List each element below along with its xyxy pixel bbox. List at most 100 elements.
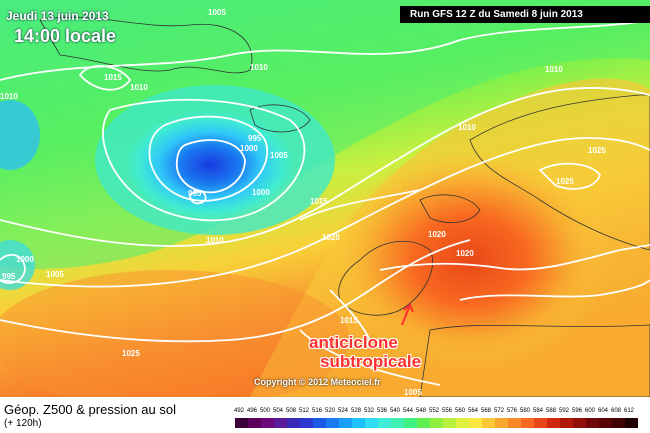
isobar-label: 1010 [250, 63, 268, 72]
scale-tick-label: 544 [402, 408, 414, 414]
isobar-label: 995 [2, 272, 16, 281]
isobar-label: 995 [188, 189, 202, 198]
scale-swatch [404, 418, 417, 428]
scale-swatch [625, 418, 638, 428]
scale-tick-label: 496 [246, 408, 258, 414]
scale-swatch [495, 418, 508, 428]
isobar-label: 1015 [104, 73, 122, 82]
scale-swatch [287, 418, 300, 428]
scale-tick-label: 552 [428, 408, 440, 414]
isobars [0, 19, 650, 386]
scale-tick-label: 612 [623, 408, 635, 414]
atlantic-warm-band [0, 270, 350, 397]
isobar-label: 1025 [122, 349, 140, 358]
scale-swatch [560, 418, 573, 428]
scale-tick-label: 580 [519, 408, 531, 414]
valid-time: 14:00 locale [14, 26, 117, 46]
southwest-low [0, 240, 35, 290]
scale-swatch [261, 418, 274, 428]
scale-swatch [456, 418, 469, 428]
isobar-label: 1025 [588, 146, 606, 155]
isobar-label: 1000 [240, 144, 258, 153]
scale-tick-label: 576 [506, 408, 518, 414]
scale-swatch [573, 418, 586, 428]
isobar-label: 1015 [340, 316, 358, 325]
product-title: Géop. Z500 & pression au sol [4, 402, 176, 417]
scale-tick-label: 608 [610, 408, 622, 414]
isobar-label: 1015 [310, 197, 328, 206]
scale-swatch [482, 418, 495, 428]
subtropical-high-core [330, 150, 610, 370]
scale-swatch [300, 418, 313, 428]
scale-swatch [352, 418, 365, 428]
scale-swatch [469, 418, 482, 428]
scale-swatch [586, 418, 599, 428]
scale-swatch [365, 418, 378, 428]
scale-swatch [508, 418, 521, 428]
isobar-label: 1010 [130, 83, 148, 92]
isobar-label: 1005 [270, 151, 288, 160]
isobar-label: 1010 [206, 236, 224, 245]
west-low [0, 100, 40, 170]
scale-tick-label: 560 [454, 408, 466, 414]
scale-tick-label: 536 [376, 408, 388, 414]
scale-tick-label: 512 [298, 408, 310, 414]
scale-swatch [612, 418, 625, 428]
scale-tick-label: 528 [350, 408, 362, 414]
scale-tick-label: 588 [545, 408, 557, 414]
copyright: Copyright © 2012 Meteociel.fr [254, 377, 381, 387]
scale-tick-label: 516 [311, 408, 323, 414]
scale-swatch [534, 418, 547, 428]
scale-tick-label: 564 [467, 408, 479, 414]
scale-tick-label: 572 [493, 408, 505, 414]
annotation-line-2: subtropicale [320, 352, 422, 371]
isobar-label: 1005 [46, 270, 64, 279]
scale-swatch [417, 418, 430, 428]
icelandic-low-core [125, 110, 295, 220]
scale-swatch [521, 418, 534, 428]
run-info: Run GFS 12 Z du Samedi 8 juin 2013 [410, 9, 583, 20]
isobar-label: 1010 [458, 123, 476, 132]
arrow-icon [401, 303, 414, 326]
scale-tick-label: 500 [259, 408, 271, 414]
scale-swatch [326, 418, 339, 428]
scale-swatch [248, 418, 261, 428]
isobar-label: 1005 [404, 388, 422, 397]
annotation-line-1: anticiclone [309, 333, 398, 352]
isobar-label: 1020 [456, 249, 474, 258]
scale-tick-label: 540 [389, 408, 401, 414]
scale-tick-label: 568 [480, 408, 492, 414]
isobar-label: 1020 [428, 230, 446, 239]
scale-swatch [339, 418, 352, 428]
scale-swatch [313, 418, 326, 428]
scale-tick-label: 584 [532, 408, 544, 414]
scale-tick-label: 492 [233, 408, 245, 414]
isobar-label: 1025 [556, 177, 574, 186]
color-scale [235, 418, 638, 428]
forecast-hour: (+ 120h) [4, 418, 42, 429]
scale-tick-label: 508 [285, 408, 297, 414]
isobar-label: 1000 [252, 188, 270, 197]
map-canvas: 1005 1015 1010 1010 1010 1010 995 1000 1… [0, 0, 650, 397]
isobar-label: 995 [248, 134, 262, 143]
scale-tick-label: 592 [558, 408, 570, 414]
isobar-label: 1010 [0, 92, 18, 101]
scale-tick-label: 556 [441, 408, 453, 414]
scale-tick-label: 504 [272, 408, 284, 414]
scale-swatch [378, 418, 391, 428]
isobar-label: 1000 [16, 255, 34, 264]
scale-tick-label: 520 [324, 408, 336, 414]
scale-swatch [443, 418, 456, 428]
valid-date: Jeudi 13 juin 2013 [6, 9, 109, 23]
scale-swatch [274, 418, 287, 428]
run-banner [400, 6, 650, 23]
isobar-label: 1005 [208, 8, 226, 17]
scale-swatch [430, 418, 443, 428]
scale-swatch [599, 418, 612, 428]
scale-swatch [235, 418, 248, 428]
scale-swatch [547, 418, 560, 428]
scale-tick-label: 532 [363, 408, 375, 414]
scale-tick-label: 524 [337, 408, 349, 414]
scale-tick-label: 596 [571, 408, 583, 414]
